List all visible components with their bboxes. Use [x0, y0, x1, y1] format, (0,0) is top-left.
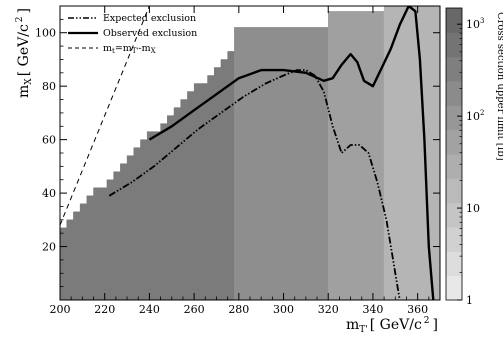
colorbar-segment [446, 8, 462, 33]
y-tick-label: 100 [35, 27, 56, 40]
y-tick-label: 80 [42, 80, 56, 93]
y-tick-label: 40 [42, 187, 56, 200]
x-tick-label: 320 [318, 303, 339, 316]
colorbar-segment [446, 154, 462, 179]
colorbar: 1 10 102 103 [445, 7, 484, 307]
observed-exclusion-line [148, 6, 435, 300]
x-axis-title: mT'[ GeV/c 2] [346, 316, 438, 335]
colorbar-tick-label: 1 [466, 294, 473, 307]
expected-exclusion-line [108, 69, 401, 300]
colorbar-segment [446, 178, 462, 204]
x-tick-label: 300 [273, 303, 294, 316]
kinematic-limit-line [60, 6, 150, 226]
heatmap-x-band-1 [234, 27, 329, 300]
x-tick-label: 340 [362, 303, 383, 316]
colorbar-segment [446, 275, 462, 301]
colorbar-segment [446, 56, 462, 82]
heatmap-x-band-0 [60, 51, 235, 300]
y-tick-label: 60 [42, 134, 56, 147]
x-tick-label: 220 [94, 303, 115, 316]
colorbar-tick-label: 103 [466, 17, 484, 31]
colorbar-segment [446, 227, 462, 252]
x-tick-label: 280 [228, 303, 249, 316]
x-axis: 200 220 240 260 280 300 320 340 360 [50, 6, 441, 316]
legend: Expected exclusion Observed exclusion mt… [68, 13, 197, 55]
colorbar-segment [446, 105, 462, 131]
legend-label-expected: Expected exclusion [103, 13, 196, 24]
colorbar-tick-label: 102 [466, 109, 484, 123]
colorbar-frame [445, 7, 463, 301]
exclusion-curves [60, 6, 435, 300]
x-tick-label: 360 [407, 303, 428, 316]
heatmap-x-band-3 [383, 6, 440, 300]
x-tick-label: 240 [139, 303, 160, 316]
colorbar-segment [446, 81, 462, 106]
colorbar-segment [446, 202, 462, 228]
x-tick-label: 200 [50, 303, 71, 316]
colorbar-tick-label: 10 [466, 202, 480, 215]
colorbar-segment [446, 129, 462, 155]
heatmap-x-band-2 [327, 11, 385, 300]
colorbar-segment [446, 32, 462, 58]
y-tick-label: 20 [42, 241, 56, 254]
colorbar-label: Cross section upper limit [fb] [495, 12, 503, 161]
colorbar-segment [446, 251, 462, 277]
y-axis-title: mX[ GeV/c2] [15, 8, 34, 98]
y-axis: 20 40 60 80 100 [35, 5, 440, 288]
x-tick-label: 260 [184, 303, 205, 316]
legend-label-observed: Observed exclusion [103, 28, 197, 39]
legend-label-kinematic: mt=mT'-mX [103, 43, 156, 55]
